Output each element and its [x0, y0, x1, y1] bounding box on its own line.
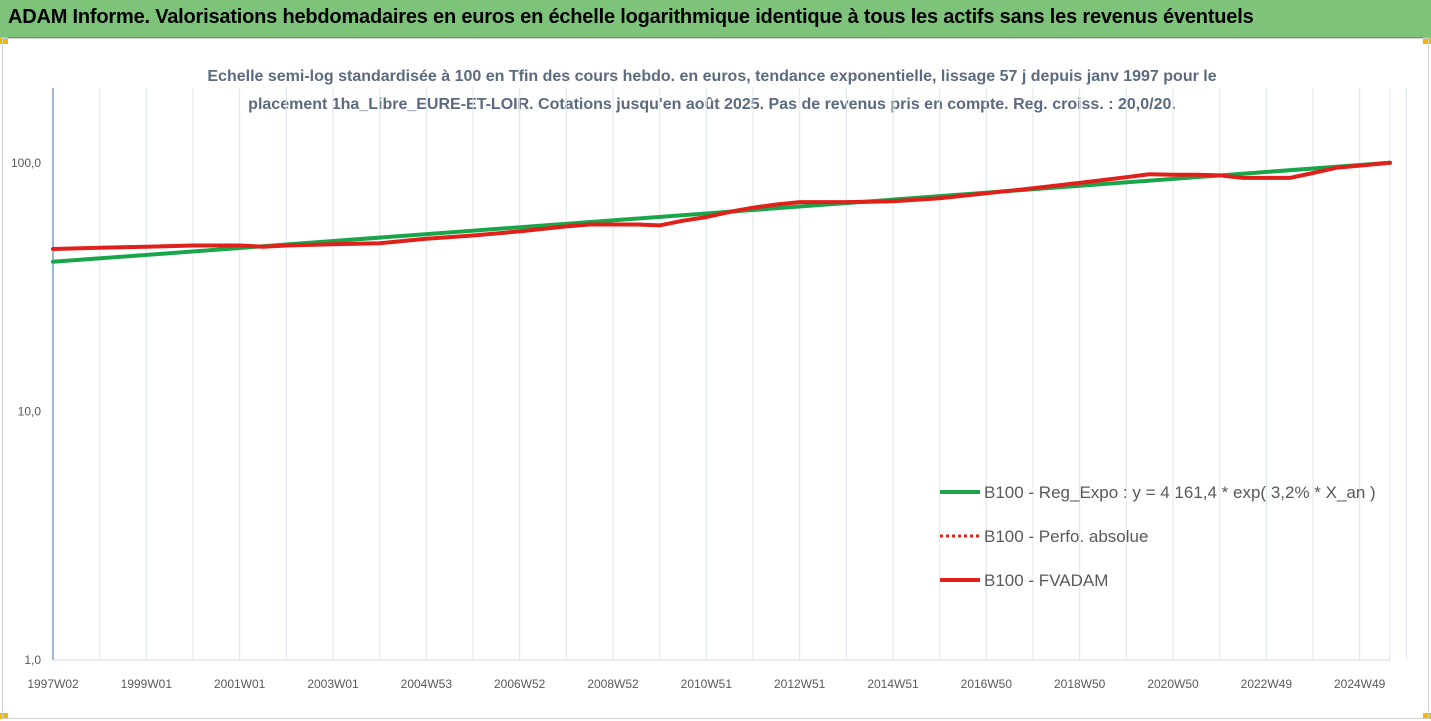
- series-line-3: [51, 160, 1392, 251]
- legend-label-2: B100 - Perfo. absolue: [984, 527, 1148, 546]
- x-tick-label: 2016W50: [961, 677, 1013, 691]
- x-tick-label: 2010W51: [681, 677, 733, 691]
- x-tick-label: 1999W01: [121, 677, 173, 691]
- corner-marker-right: [1423, 37, 1431, 44]
- x-tick-label: 2018W50: [1054, 677, 1106, 691]
- y-tick-label: 100,0: [11, 156, 41, 170]
- x-tick-label: 2008W52: [587, 677, 639, 691]
- page-title: ADAM Informe. Valorisations hebdomadaire…: [8, 6, 1254, 28]
- header-bar: ADAM Informe. Valorisations hebdomadaire…: [0, 0, 1431, 38]
- x-tick-label: 2022W49: [1241, 677, 1293, 691]
- chart-axes: 1,0 10,0 100,0 1997W02 1999W01 2001W01 2003W01…: [11, 88, 1390, 691]
- y-tick-label: 1,0: [24, 653, 41, 667]
- x-tick-label: 2024W49: [1334, 677, 1386, 691]
- chart-legend: B100 - Reg_Expo : y = 4 161,4 * exp( 3,2…: [940, 483, 1376, 590]
- chart-series: [51, 160, 1392, 264]
- legend-label-1: B100 - Reg_Expo : y = 4 161,4 * exp( 3,2…: [984, 483, 1376, 502]
- legend-label-3: B100 - FVADAM: [984, 571, 1108, 590]
- x-tick-label: 2003W01: [307, 677, 359, 691]
- x-tick-label: 2001W01: [214, 677, 266, 691]
- chart-subtitle-line-1: Echelle semi-log standardisée à 100 en T…: [207, 68, 1216, 85]
- chart-grid: [52, 88, 1407, 660]
- chart-subtitle-line-2: placement 1ha_Libre_EURE-ET-LOIR. Cotati…: [248, 96, 1176, 113]
- x-tick-label: 1997W02: [27, 677, 79, 691]
- x-tick-label: 2020W50: [1147, 677, 1199, 691]
- x-tick-label: 2006W52: [494, 677, 546, 691]
- corner-marker-bottom-right: [1423, 713, 1431, 719]
- x-tick-label: 2004W53: [401, 677, 453, 691]
- chart-frame: [2, 38, 1429, 719]
- y-tick-label: 10,0: [18, 404, 42, 418]
- x-tick-label: 2014W51: [867, 677, 919, 691]
- x-tick-label: 2012W51: [774, 677, 826, 691]
- corner-marker-left: [0, 37, 8, 44]
- corner-marker-bottom-left: [0, 713, 8, 719]
